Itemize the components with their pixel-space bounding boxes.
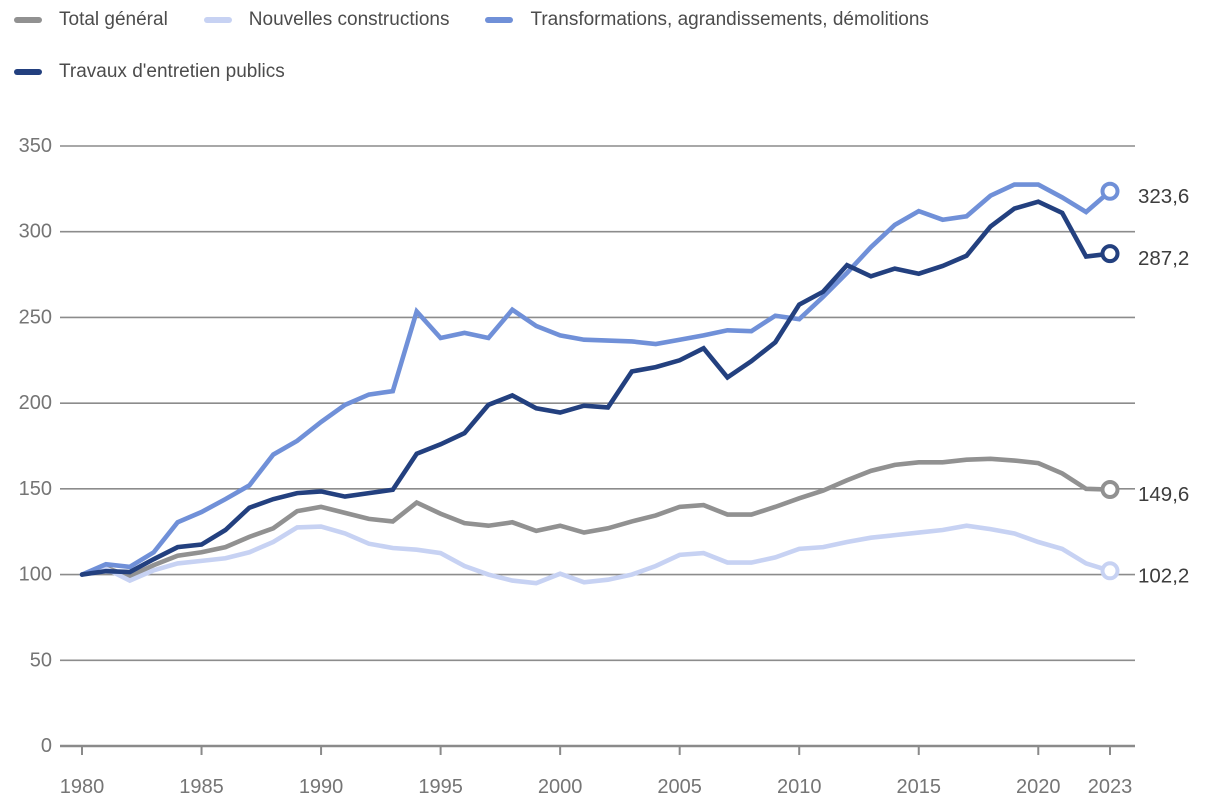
legend-label-nouvelles-constructions: Nouvelles constructions — [248, 9, 450, 30]
x-tick-label: 1980 — [60, 776, 105, 798]
end-marker-transformations-agrandissements-demolitions — [1100, 181, 1120, 201]
legend-swatch-transformations — [485, 17, 514, 23]
y-tick-label: 350 — [19, 135, 52, 157]
series-line-transformations-agrandissements-demolitions — [79, 182, 1113, 577]
end-value-label-travaux-entretien-publics: 287,2 — [1138, 247, 1189, 270]
x-tick-label: 2005 — [657, 776, 702, 798]
chart-legend: Total général Nouvelles constructions Tr… — [14, 6, 929, 110]
legend-label-travaux-entretien: Travaux d'entretien publics — [59, 61, 285, 82]
y-tick-label: 300 — [19, 221, 52, 243]
series-line-nouvelles-constructions — [79, 523, 1113, 586]
legend-label-transformations: Transformations, agrandissements, démoli… — [530, 9, 929, 30]
x-tick-label: 2010 — [777, 776, 822, 798]
legend-row-2: Travaux d'entretien publics — [14, 58, 929, 86]
legend-item-total-general[interactable]: Total général — [14, 9, 168, 31]
end-marker-total-general — [1100, 480, 1120, 500]
x-tick-label: 1995 — [418, 776, 463, 798]
legend-item-transformations[interactable]: Transformations, agrandissements, démoli… — [485, 9, 929, 31]
y-tick-label: 0 — [41, 735, 52, 757]
y-tick-label: 50 — [30, 649, 52, 671]
legend-item-travaux-entretien[interactable]: Travaux d'entretien publics — [14, 61, 285, 83]
x-tick-label: 2015 — [896, 776, 941, 798]
end-marker-nouvelles-constructions — [1100, 561, 1120, 581]
end-value-label-nouvelles-constructions: 102,2 — [1138, 564, 1189, 587]
series-line-travaux-entretien-publics — [79, 199, 1113, 577]
end-value-label-transformations-agrandissements-demolitions: 323,6 — [1138, 185, 1189, 208]
legend-swatch-travaux-entretien — [14, 69, 42, 75]
y-tick-label: 100 — [19, 564, 52, 586]
legend-item-nouvelles-constructions[interactable]: Nouvelles constructions — [203, 9, 450, 31]
y-tick-label: 150 — [19, 478, 52, 500]
legend-swatch-nouvelles-constructions — [203, 17, 232, 23]
x-tick-label: 1985 — [179, 776, 224, 798]
end-value-label-total-general: 149,6 — [1138, 483, 1189, 506]
legend-label-total-general: Total général — [59, 9, 168, 30]
legend-swatch-total-general — [14, 17, 42, 23]
y-tick-label: 250 — [19, 306, 52, 328]
legend-row-1: Total général Nouvelles constructions Tr… — [14, 6, 929, 34]
x-tick-label: 2000 — [538, 776, 583, 798]
series-line-total-general — [79, 456, 1113, 579]
end-marker-travaux-entretien-publics — [1100, 244, 1120, 264]
x-tick-label: 1990 — [299, 776, 344, 798]
x-tick-label: 2023 — [1088, 776, 1133, 798]
x-tick-label: 2020 — [1016, 776, 1061, 798]
y-tick-label: 200 — [19, 392, 52, 414]
